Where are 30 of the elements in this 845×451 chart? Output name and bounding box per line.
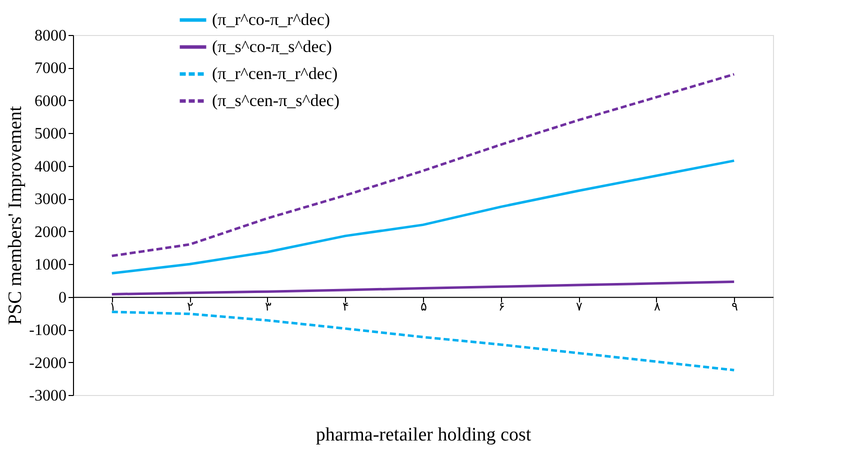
x-tick-label: ۳ xyxy=(264,299,272,314)
line-series xyxy=(110,280,736,296)
x-tick-label: ۹ xyxy=(732,299,738,314)
x-tick-label: ۴ xyxy=(342,299,349,314)
legend-label: (π_r^co-π_r^dec) xyxy=(212,10,330,29)
legend-label: (π_s^co-π_s^dec) xyxy=(212,37,332,56)
y-tick-label: 6000 xyxy=(34,92,66,110)
x-tick-label: ۵ xyxy=(420,299,426,314)
legend-label: (π_r^cen-π_r^dec) xyxy=(212,64,338,83)
y-axis-title: PSC members' Improvement xyxy=(5,105,26,325)
line-series xyxy=(110,159,736,275)
line-series xyxy=(110,310,736,372)
y-tick-label: -3000 xyxy=(29,388,66,404)
y-tick-label: 8000 xyxy=(34,28,66,44)
legend-label: (π_s^cen-π_s^dec) xyxy=(212,91,340,110)
y-tick-label: 5000 xyxy=(34,126,66,143)
x-tick-label: ۷ xyxy=(576,299,584,314)
x-tick-label: ۲ xyxy=(187,299,194,314)
x-tick-label: ۶ xyxy=(498,299,504,314)
y-tick-label: -1000 xyxy=(29,322,66,340)
y-tick-label: 7000 xyxy=(34,60,66,78)
y-tick-label: 3000 xyxy=(34,191,66,208)
y-tick-label: 0 xyxy=(58,289,66,306)
x-tick-label: ۱ xyxy=(109,299,116,314)
y-tick-label: -2000 xyxy=(29,354,66,372)
y-tick-label: 1000 xyxy=(34,256,66,274)
y-tick-label: 2000 xyxy=(34,224,66,241)
x-axis-title: pharma-retailer holding cost xyxy=(316,424,532,446)
x-tick-label: ۸ xyxy=(654,299,661,314)
y-tick-label: 4000 xyxy=(34,158,66,176)
